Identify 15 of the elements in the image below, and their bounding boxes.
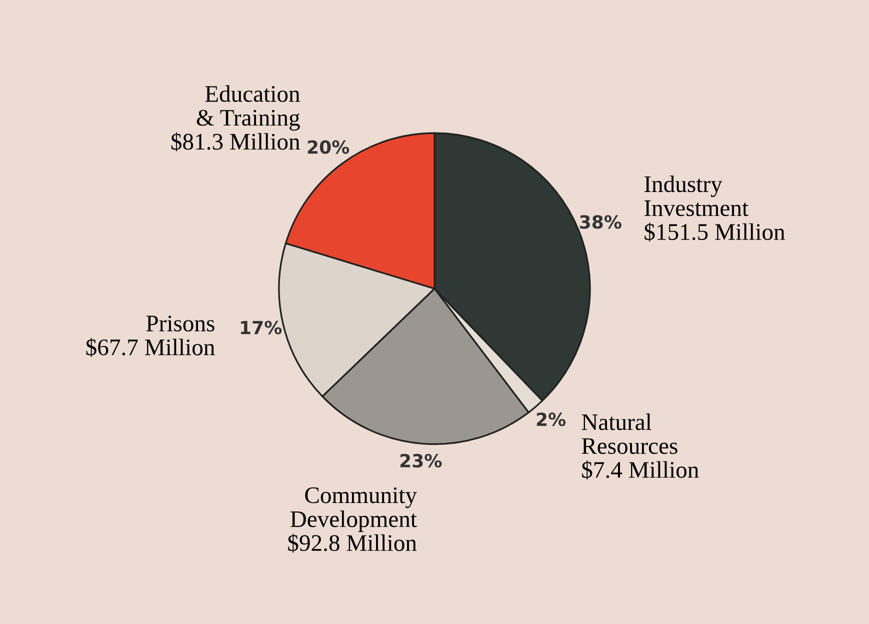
text: 17% xyxy=(241,320,282,334)
text: 23% xyxy=(400,454,442,468)
text: 20% xyxy=(308,140,350,154)
data-label: $7.4 Million xyxy=(582,460,699,480)
slice-label: Industry Investment xyxy=(644,176,748,216)
data-label: $151.5 Million xyxy=(644,222,785,242)
slice-label: Prisons xyxy=(146,316,214,332)
data-label: $81.3 Million xyxy=(171,132,300,152)
data-label: $67.7 Million xyxy=(86,338,215,357)
slice-label: Community Development xyxy=(290,487,417,532)
text: 38% xyxy=(580,215,622,229)
text: 2% xyxy=(536,412,566,426)
data-label: $92.8 Million xyxy=(288,534,417,553)
slice-label: Education & Training xyxy=(196,85,300,131)
slice-label: Natural Resources xyxy=(582,414,678,454)
